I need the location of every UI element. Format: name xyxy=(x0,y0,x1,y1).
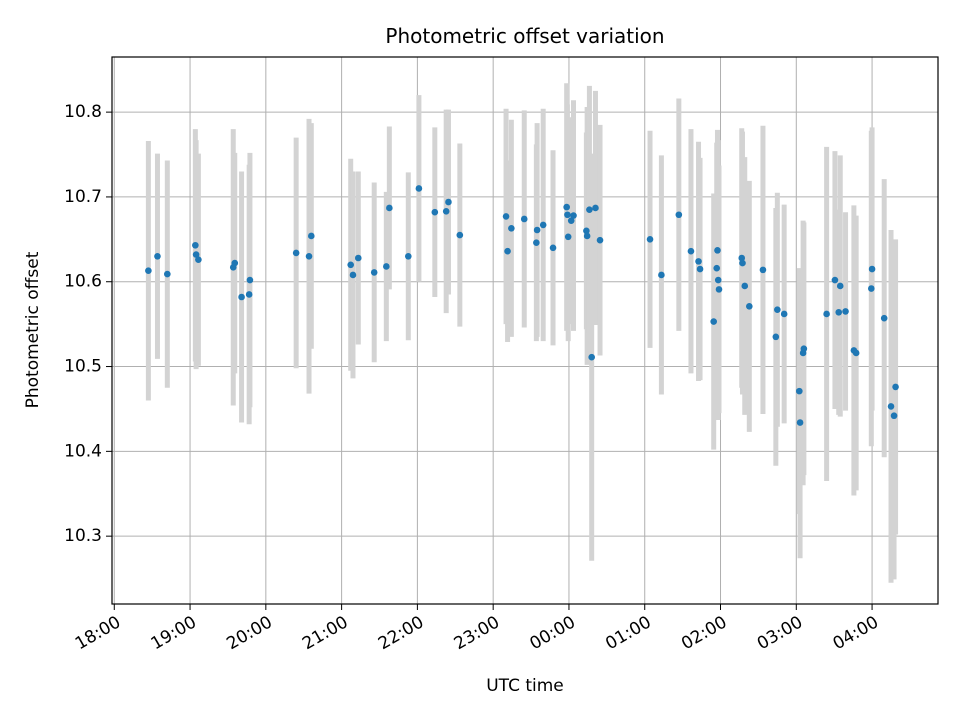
data-point xyxy=(746,303,753,310)
y-tick-label: 10.4 xyxy=(64,441,102,461)
data-point xyxy=(738,254,746,262)
data-point xyxy=(456,231,464,239)
data-point xyxy=(796,419,804,426)
data-point xyxy=(231,259,239,267)
data-point xyxy=(308,232,315,240)
data-point xyxy=(431,208,439,216)
data-point xyxy=(823,310,830,318)
data-point xyxy=(354,254,362,262)
data-point xyxy=(305,252,313,260)
data-point xyxy=(759,266,767,274)
data-point xyxy=(800,345,808,353)
data-point xyxy=(386,204,393,212)
data-point xyxy=(583,232,591,240)
data-points xyxy=(145,185,899,426)
data-point xyxy=(774,306,781,314)
data-point xyxy=(852,349,860,357)
data-point xyxy=(445,198,452,206)
data-point xyxy=(195,256,202,263)
data-point xyxy=(564,233,572,241)
data-point xyxy=(192,251,200,258)
data-point xyxy=(502,213,510,220)
data-point xyxy=(842,308,849,315)
chart-title: Photometric offset variation xyxy=(385,24,664,48)
data-point xyxy=(549,244,557,252)
data-point xyxy=(772,333,780,341)
data-point xyxy=(713,264,721,272)
data-point xyxy=(658,271,665,279)
data-point xyxy=(533,226,541,234)
data-point xyxy=(238,293,245,301)
data-point xyxy=(404,252,412,260)
data-point xyxy=(592,204,599,212)
data-point xyxy=(164,270,171,278)
data-point xyxy=(154,252,161,260)
data-point xyxy=(442,208,450,215)
data-point xyxy=(887,403,895,410)
y-tick-label: 10.6 xyxy=(64,272,102,292)
data-point xyxy=(567,217,575,224)
data-point xyxy=(564,211,571,219)
data-point xyxy=(415,185,423,192)
data-point xyxy=(508,225,515,232)
data-point xyxy=(570,212,577,219)
data-point xyxy=(583,227,590,235)
data-point xyxy=(370,269,378,276)
data-point xyxy=(245,291,253,298)
data-point xyxy=(741,282,749,290)
data-point xyxy=(868,265,876,273)
plot-frame xyxy=(111,56,939,605)
data-point xyxy=(675,211,683,219)
y-axis-title: Photometric offset xyxy=(23,251,43,408)
data-point xyxy=(695,258,702,265)
data-point xyxy=(586,206,593,213)
data-point xyxy=(588,353,595,361)
data-point xyxy=(504,247,511,255)
data-point xyxy=(892,383,899,391)
data-point xyxy=(710,318,717,325)
data-point xyxy=(349,271,357,279)
data-point xyxy=(246,276,254,284)
data-point xyxy=(836,282,844,290)
data-point xyxy=(831,276,839,284)
data-point xyxy=(347,261,355,269)
data-point xyxy=(714,276,722,284)
y-tick-label: 10.8 xyxy=(64,102,102,122)
data-point xyxy=(292,249,300,257)
data-point xyxy=(835,308,843,316)
data-point xyxy=(646,236,654,243)
y-tick-label: 10.3 xyxy=(64,526,102,546)
data-point xyxy=(563,203,570,211)
data-point xyxy=(890,412,898,420)
y-tick-label: 10.7 xyxy=(64,187,102,207)
data-point xyxy=(687,247,695,255)
data-point xyxy=(780,310,788,318)
x-axis-title: UTC time xyxy=(486,676,564,696)
data-point xyxy=(533,239,540,247)
data-point xyxy=(796,387,803,395)
data-point xyxy=(596,236,604,244)
y-tick-label: 10.5 xyxy=(64,357,102,377)
data-point xyxy=(868,285,875,292)
data-point xyxy=(520,215,528,223)
data-point xyxy=(539,221,547,229)
data-point xyxy=(715,286,723,293)
data-point xyxy=(739,259,746,267)
data-point xyxy=(880,314,888,322)
data-point xyxy=(696,265,704,273)
data-point xyxy=(383,263,390,270)
data-point xyxy=(145,267,152,275)
data-point xyxy=(192,241,199,249)
data-point xyxy=(714,247,721,254)
